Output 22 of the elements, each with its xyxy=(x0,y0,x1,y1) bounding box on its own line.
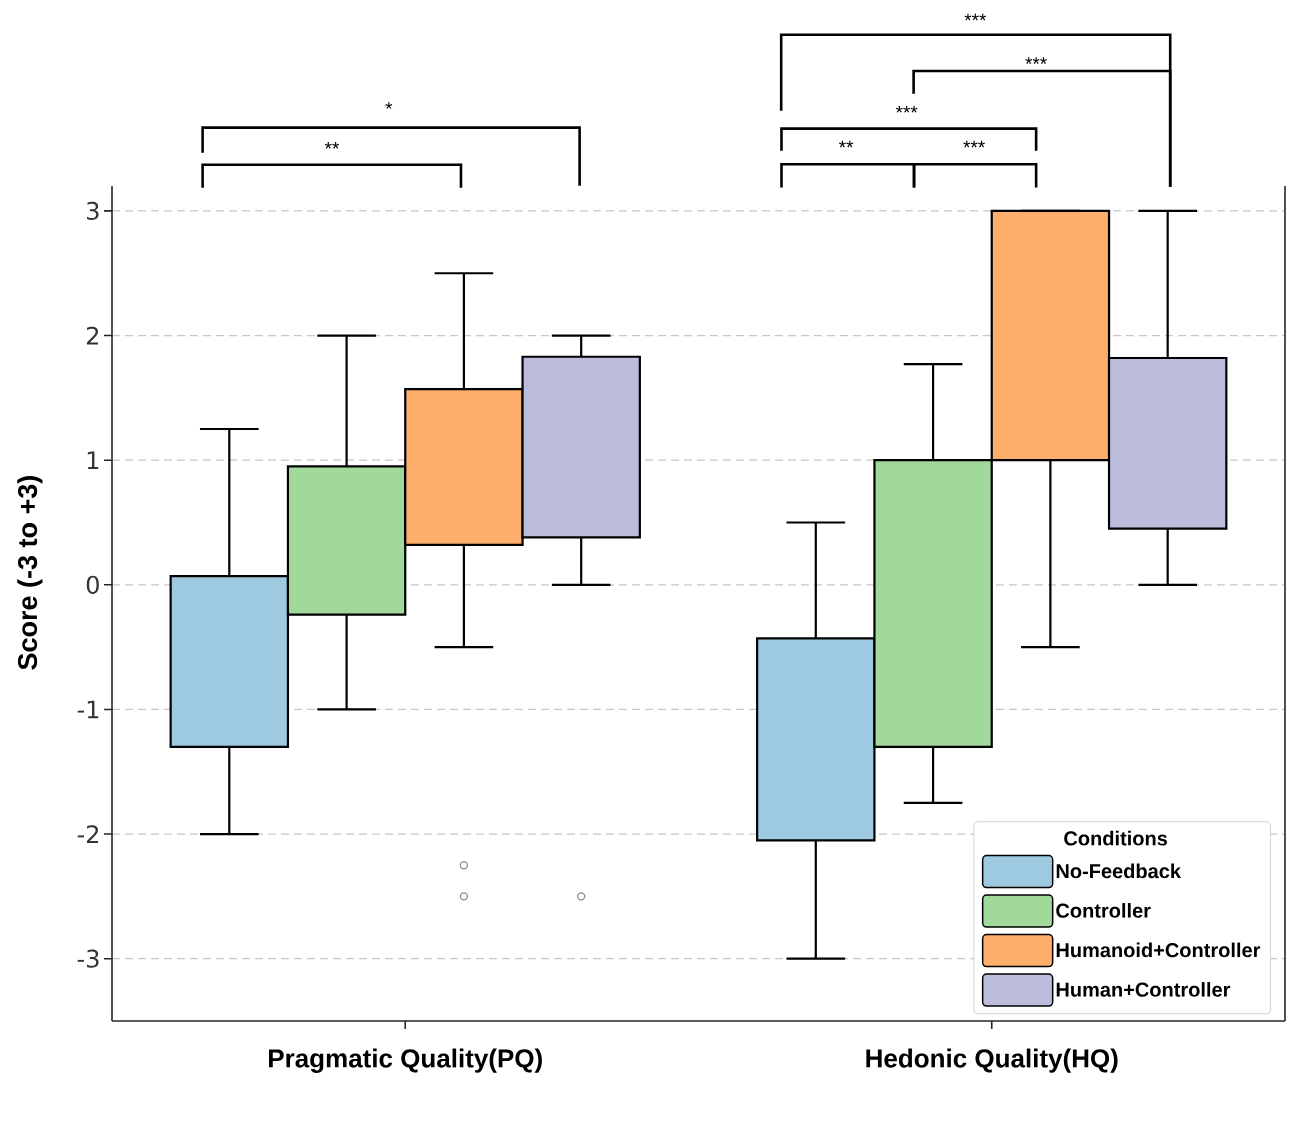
text: ** xyxy=(839,140,854,148)
y-tick-label: -2 xyxy=(77,825,99,843)
y-tick-label: 2 xyxy=(86,326,99,345)
y-tick-label: -1 xyxy=(77,700,99,719)
y-tick-label: 1 xyxy=(87,451,99,469)
x-tick-label: Hedonic Quality(HQ) xyxy=(866,1048,1118,1073)
text: * xyxy=(385,102,393,109)
text: *** xyxy=(1025,57,1047,64)
text: ** xyxy=(324,142,340,149)
text: *** xyxy=(963,140,985,148)
legend-title: Conditions xyxy=(1064,830,1168,846)
y-axis-title: Score (-3 to +3) xyxy=(17,476,43,670)
text: *** xyxy=(895,105,918,113)
legend-label: Humanoid+Controller xyxy=(1056,942,1261,958)
legend-label: No-Feedback xyxy=(1056,863,1181,879)
legend-label: Controller xyxy=(1056,903,1151,918)
y-tick-label: 0 xyxy=(86,575,99,594)
y-tick-label: -3 xyxy=(77,949,99,968)
y-tick-label: 3 xyxy=(87,201,99,220)
text: *** xyxy=(964,13,987,21)
legend-label: Human+Controller xyxy=(1056,982,1231,997)
x-tick-label: Pragmatic Quality(PQ) xyxy=(269,1048,542,1073)
